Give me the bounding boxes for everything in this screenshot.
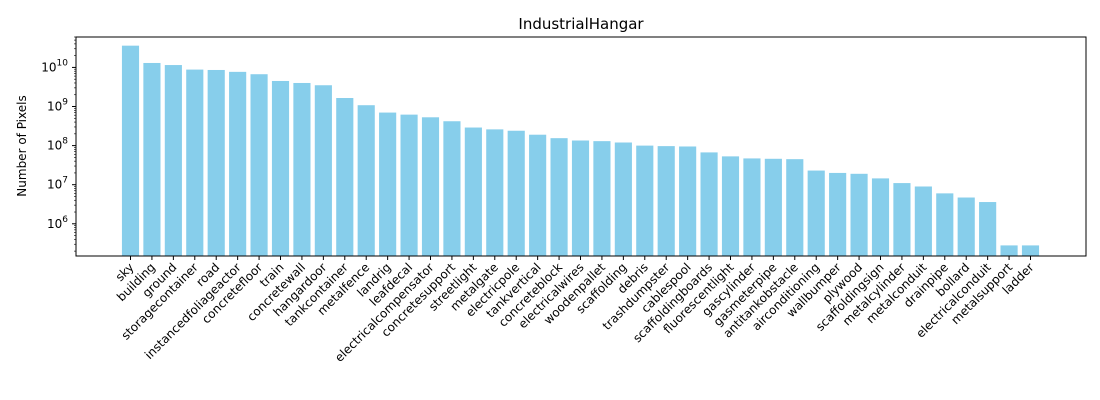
- bar-antitankobstacle: [786, 159, 804, 256]
- bar-scaffolding: [614, 142, 632, 256]
- bar-debris: [636, 145, 654, 256]
- bar-electricalconduit: [979, 202, 997, 256]
- y-tick-label: 1010: [41, 58, 68, 74]
- bar-concretewall: [293, 82, 311, 256]
- bar-road: [207, 69, 225, 256]
- plot-frame: [75, 36, 1087, 257]
- x-ticks-group: skybuildinggroundstoragecontainerroadins…: [113, 256, 1037, 365]
- bar-electricalcompensator: [421, 117, 440, 256]
- bar-drainpipe: [936, 193, 954, 256]
- bar-leafdecal: [400, 114, 418, 256]
- bar-streetlight: [464, 127, 482, 256]
- bar-electricalwires: [571, 140, 590, 256]
- bar-tankvertical: [529, 134, 547, 256]
- bar-wallbumper: [829, 172, 847, 256]
- bar-trashdumpster: [657, 146, 675, 256]
- bar-gascylinder: [743, 158, 761, 256]
- y-axis-label: Number of Pixels: [15, 95, 29, 196]
- bar-train: [271, 80, 290, 256]
- bar-scaffoldingsign: [871, 178, 890, 256]
- bar-scaffoldingboards: [700, 152, 718, 256]
- bar-instancedfoliageactor: [229, 71, 247, 256]
- bar-woodenpallet: [593, 141, 611, 256]
- bar-electricpole: [507, 130, 525, 256]
- bar-ladder: [1021, 245, 1040, 256]
- y-tick-label: 106: [47, 215, 68, 231]
- y-tick-label: 109: [47, 98, 68, 114]
- y-tick-label: 108: [47, 137, 68, 153]
- y-ticks-group: 106 107 108 109 1010: [41, 36, 76, 252]
- bar-landrig: [379, 112, 397, 256]
- bar-hangardoor: [314, 85, 332, 257]
- bar-metalsupport: [1000, 245, 1018, 256]
- bar-concretefloor: [250, 74, 268, 256]
- bar-building: [143, 62, 161, 256]
- bar-metalgate: [486, 129, 504, 256]
- bar-concretesupport: [443, 121, 461, 257]
- chart-title: IndustrialHangar: [518, 15, 644, 33]
- bar-concreteblock: [550, 138, 568, 256]
- bar-sky: [121, 45, 140, 256]
- bar-cablespool: [679, 146, 697, 256]
- bar-ground: [164, 65, 182, 256]
- bar-airconditioning: [807, 170, 825, 256]
- bar-metalconduit: [914, 186, 932, 256]
- bar-plywood: [850, 173, 868, 256]
- bar-metalcylinder: [893, 183, 911, 256]
- bar-tankcontainer: [336, 98, 354, 256]
- bar-fluorescentlight: [721, 156, 740, 256]
- y-tick-label: 107: [47, 176, 68, 192]
- bar-gasmeterpipe: [764, 158, 782, 256]
- bar-metalfence: [357, 105, 375, 257]
- bar-bollard: [957, 197, 975, 256]
- bar-storagecontainer: [186, 69, 204, 256]
- bars-group: [121, 45, 1040, 257]
